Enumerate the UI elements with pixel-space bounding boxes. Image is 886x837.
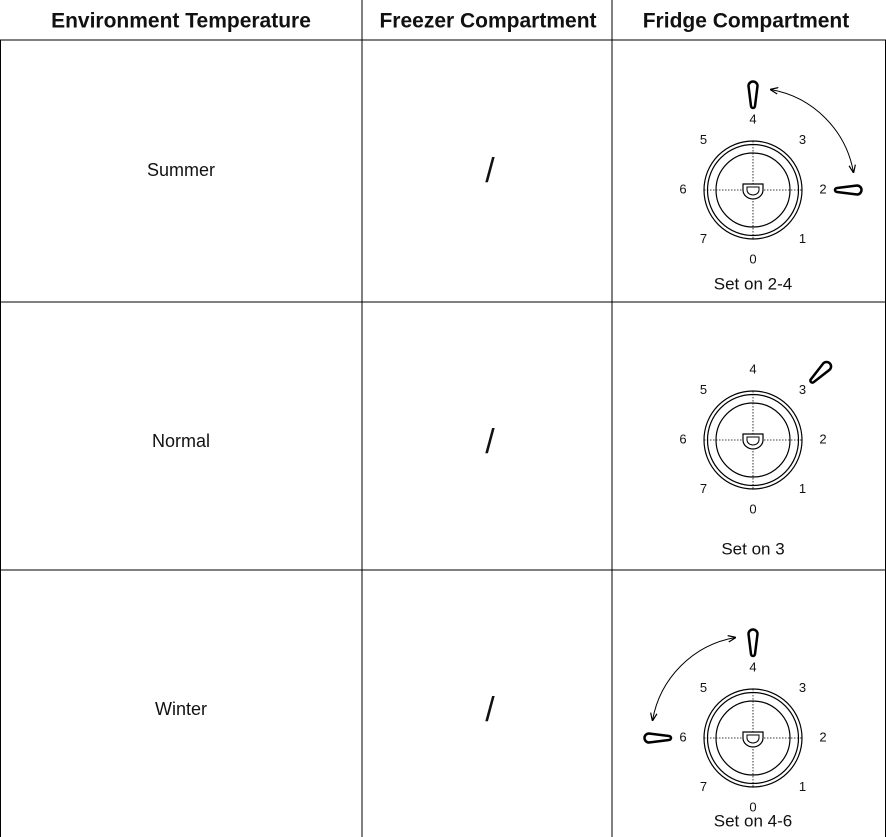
dial-pointer	[749, 630, 758, 657]
dial-digit: 1	[799, 231, 806, 246]
dial-digit: 0	[749, 251, 756, 266]
dial-digit: 0	[749, 799, 756, 814]
dial-digit: 7	[700, 481, 707, 496]
header-cell: Fridge Compartment	[643, 10, 850, 33]
fridge-caption: Set on 3	[721, 539, 784, 558]
dial-digit: 4	[749, 111, 756, 126]
fridge-caption: Set on 2-4	[714, 274, 792, 293]
dial-digit: 5	[700, 680, 707, 695]
dial-digit: 1	[799, 481, 806, 496]
dial-pointer	[749, 82, 758, 109]
header-cell: Freezer Compartment	[379, 10, 596, 33]
dial-digit: 5	[700, 382, 707, 397]
dial-digit: 7	[700, 779, 707, 794]
environment-cell: Summer	[147, 160, 215, 180]
freezer-cell: /	[485, 152, 495, 190]
dial-digit: 7	[700, 231, 707, 246]
dial-digit: 3	[799, 680, 806, 695]
dial-digit: 6	[679, 431, 686, 446]
dial-icon: 0 1 2 3 4 5 6 7	[679, 360, 833, 516]
dial-icon: 0 1 2 3 4 5 6 7	[679, 82, 861, 267]
dial-digit: 0	[749, 501, 756, 516]
dial-digit: 2	[819, 181, 826, 196]
dial-digit: 6	[679, 729, 686, 744]
rotation-arrow	[771, 90, 854, 173]
dial-digit: 1	[799, 779, 806, 794]
dial-pointer	[645, 734, 672, 743]
dial-digit: 5	[700, 132, 707, 147]
dial-icon: 0 1 2 3 4 5 6 7	[645, 630, 827, 815]
environment-cell: Winter	[155, 699, 207, 719]
dial-digit: 4	[749, 361, 756, 376]
dial-digit: 4	[749, 659, 756, 674]
freezer-cell: /	[485, 423, 495, 461]
dial-digit: 6	[679, 181, 686, 196]
page: Environment Temperature Freezer Compartm…	[0, 0, 886, 837]
dial-digit: 2	[819, 431, 826, 446]
dial-digit: 3	[799, 132, 806, 147]
header-cell: Environment Temperature	[51, 10, 311, 33]
dial-pointer	[835, 186, 862, 195]
dial-digit: 2	[819, 729, 826, 744]
freezer-cell: /	[485, 691, 495, 729]
dial-pointer	[808, 360, 833, 385]
knob	[743, 184, 763, 199]
knob	[743, 434, 763, 449]
knob	[743, 732, 763, 747]
dial-digit: 3	[799, 382, 806, 397]
environment-cell: Normal	[152, 431, 210, 451]
rotation-arrow	[653, 638, 736, 721]
